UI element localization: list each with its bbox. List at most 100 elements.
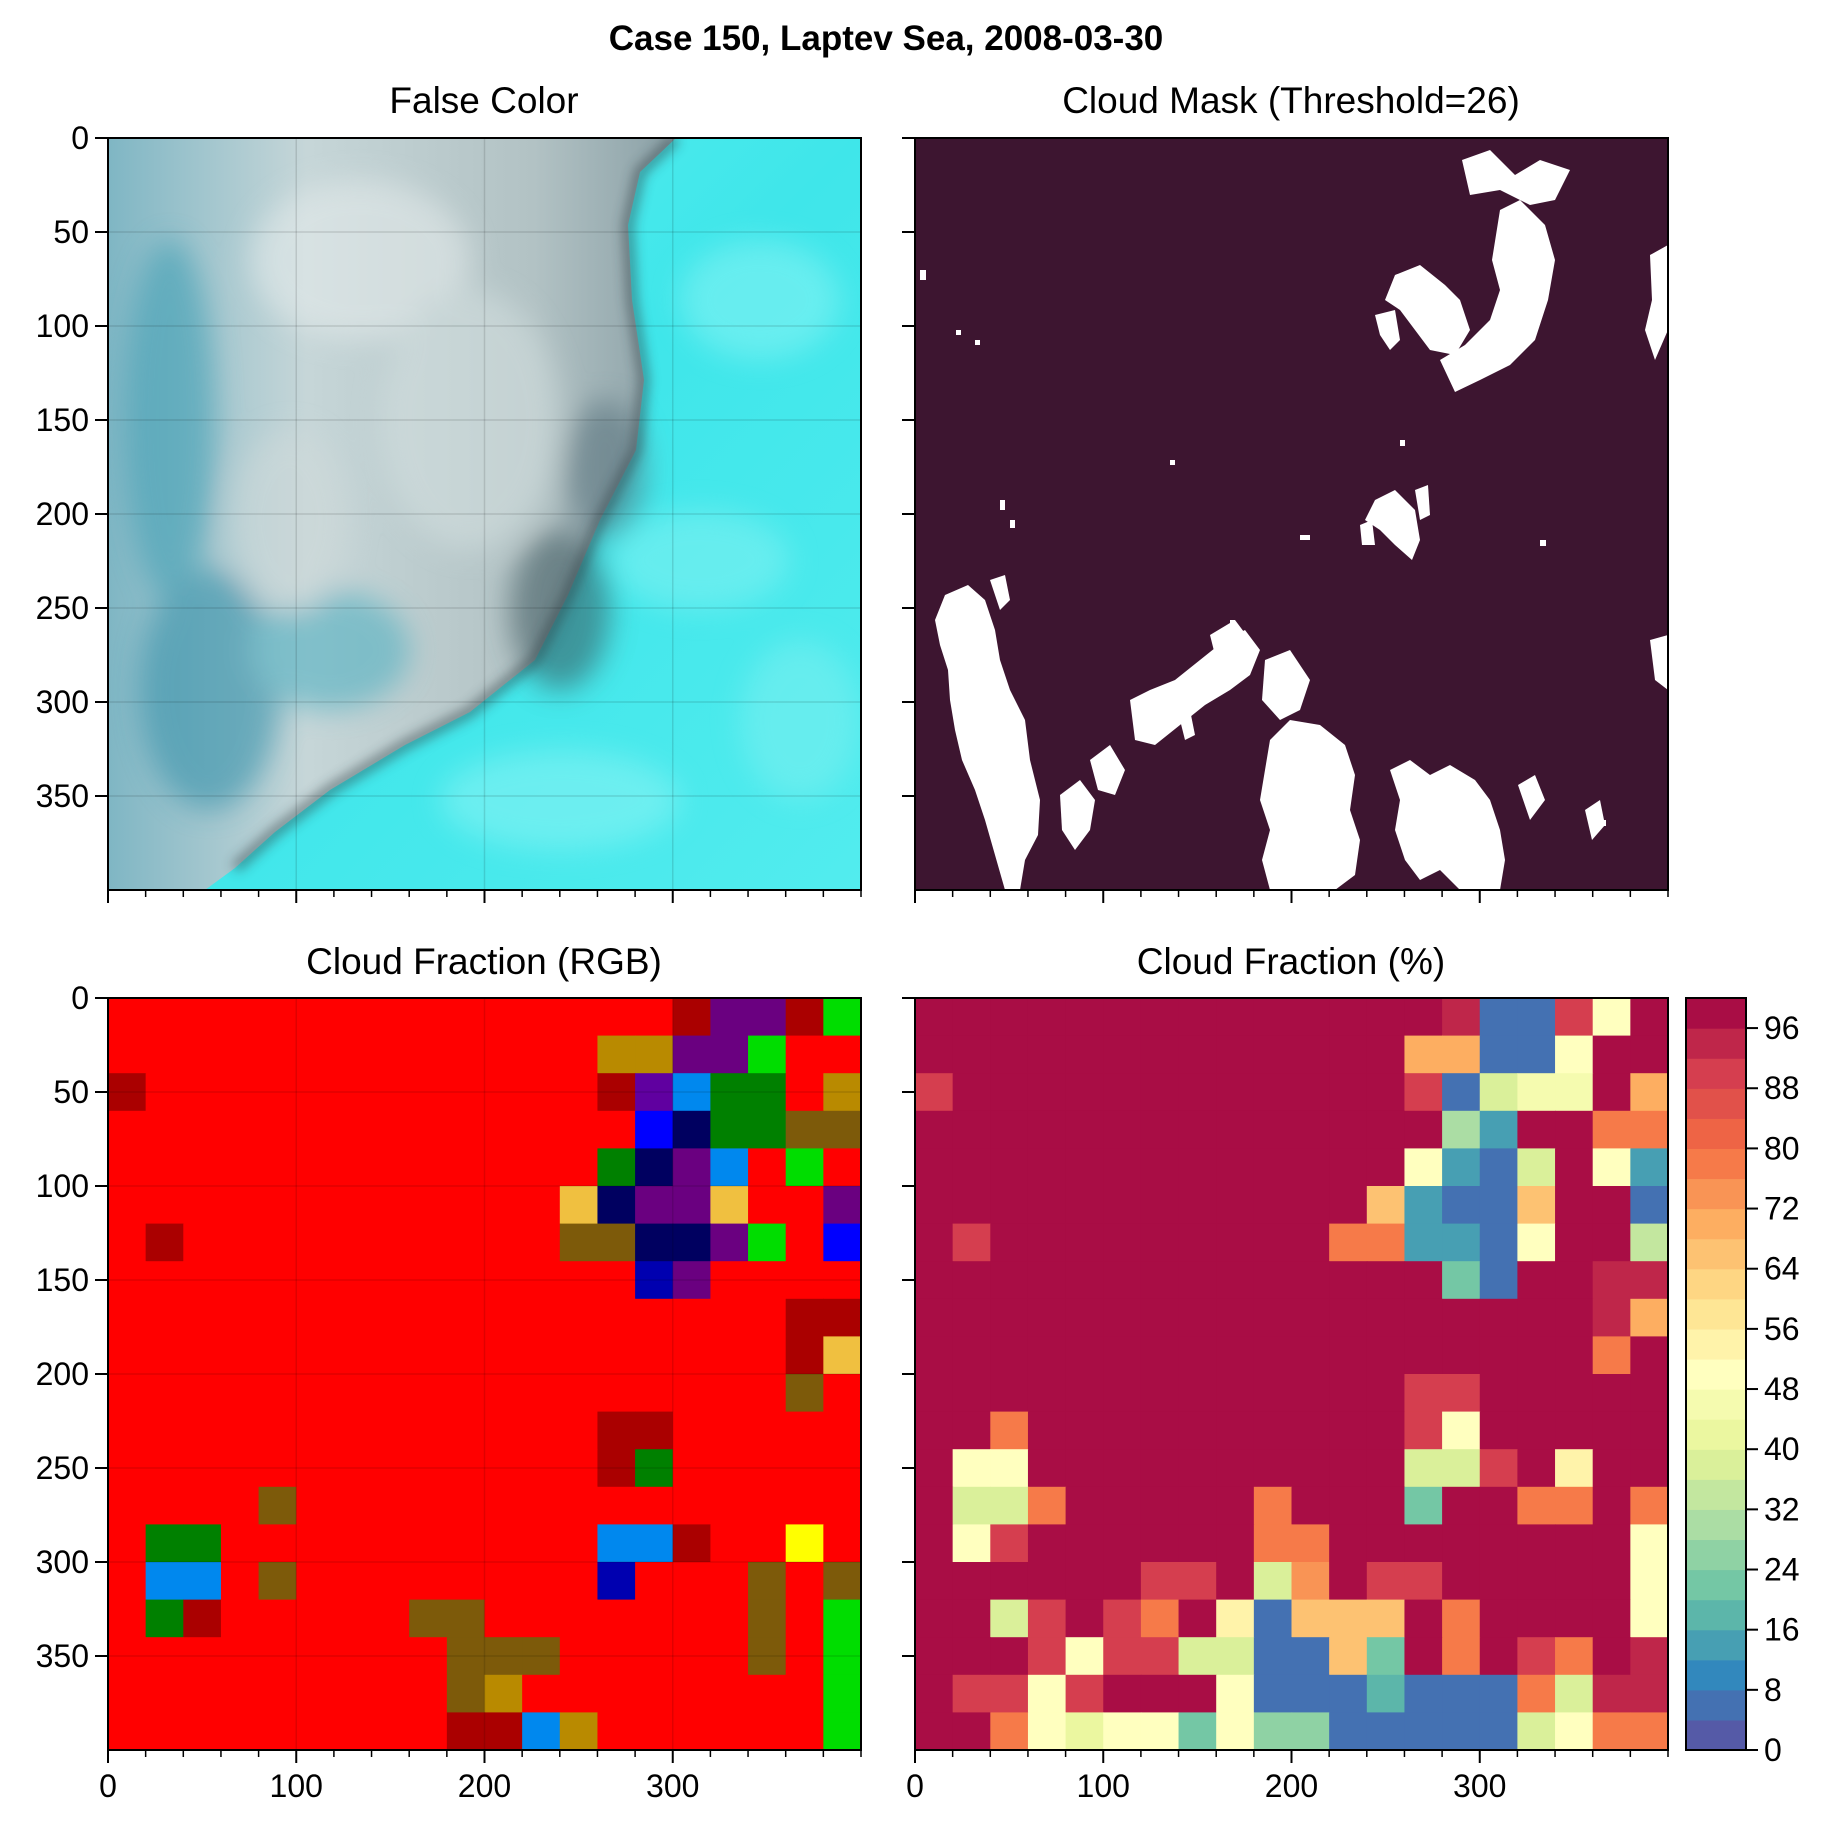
cloud-fraction-percent-cell [1555, 1599, 1594, 1638]
cloud-fraction-rgb-cell [597, 1374, 636, 1413]
cloud-fraction-percent-cell [1592, 1298, 1631, 1337]
cloud-fraction-rgb-cell [710, 1486, 749, 1525]
cloud-fraction-rgb-cell [559, 1261, 599, 1300]
cloud-fraction-rgb-cell [258, 1374, 297, 1413]
cloud-fraction-rgb-cell [635, 1298, 674, 1337]
cloud-fraction-rgb-cell [145, 1599, 184, 1638]
cloud-fraction-rgb-cells [108, 998, 862, 1751]
cloud-fraction-rgb-cell [220, 1261, 260, 1300]
cloud-fraction-percent-cell [915, 1524, 954, 1563]
cloud-fraction-rgb-cell [597, 1073, 636, 1112]
cloud-fraction-percent-cell [990, 1035, 1029, 1074]
cloud-fraction-rgb-cell [371, 1674, 410, 1713]
cloud-fraction-rgb-cell [183, 1223, 222, 1262]
cloud-fraction-rgb-cell [371, 1110, 410, 1149]
cloud-fraction-percent-cell [1178, 1524, 1217, 1563]
cloud-fraction-percent-cell [915, 1298, 954, 1337]
cloud-fraction-percent-cell [1291, 1148, 1330, 1187]
cloud-fraction-rgb-cell [108, 998, 147, 1037]
cloud-fraction-rgb-cell [296, 998, 335, 1037]
cloud-fraction-percent-cell [1517, 1223, 1556, 1262]
colorbar-tick-label: 8 [1764, 1672, 1782, 1708]
cloud-fraction-rgb-cell [672, 1486, 711, 1525]
cloud-fraction-rgb-cell [484, 1073, 523, 1112]
cloud-fraction-percent-cell [1404, 1298, 1443, 1337]
cloud-fraction-rgb-cell [785, 1449, 824, 1488]
cloud-fraction-percent-cell [952, 1336, 991, 1375]
cloud-fraction-rgb-cell [108, 1712, 147, 1751]
y-tick-label: 150 [36, 1262, 89, 1298]
cloud-fraction-percent-cell [1065, 1674, 1104, 1713]
cloud-fraction-percent-cell [1103, 1562, 1142, 1601]
cloud-fraction-percent-cell [990, 1599, 1029, 1638]
cloud-fraction-rgb-cell [446, 1186, 486, 1225]
cloud-fraction-percent-cell [952, 1674, 991, 1713]
cloud-fraction-rgb-cell [748, 1336, 787, 1375]
cloud-fraction-percent-cell [1178, 1298, 1217, 1337]
cloud-fraction-rgb-cell [333, 1486, 373, 1525]
cloud-fraction-percent-cell [1027, 1298, 1067, 1337]
cloud-fraction-percent-cell [915, 1674, 954, 1713]
cloud-fraction-rgb-cell [333, 1148, 373, 1187]
cloud-fraction-rgb-cell [597, 1336, 636, 1375]
cloud-fraction-percent-cell [1216, 1261, 1255, 1300]
cloud-fraction-rgb-cell [785, 1035, 824, 1074]
cloud-fraction-percent-cell [1592, 1336, 1631, 1375]
cloud-fraction-rgb-cell [597, 1223, 636, 1262]
cloud-fraction-percent-cell [1442, 998, 1481, 1037]
cloud-fraction-percent-cell [1140, 1449, 1180, 1488]
cloud-fraction-rgb-cell [145, 1524, 184, 1563]
x-tick-label: 100 [270, 1768, 323, 1804]
cloud-fraction-percent-cell [1253, 1411, 1293, 1450]
cloud-fraction-percent-cell [1479, 1073, 1518, 1112]
cloud-fraction-percent-cell [1027, 1674, 1067, 1713]
figure-suptitle: Case 150, Laptev Sea, 2008-03-30 [609, 19, 1164, 58]
cloud-fraction-percent-cell [1065, 1035, 1104, 1074]
cloud-fraction-rgb-cell [145, 1035, 184, 1074]
cloud-fraction-rgb-cell [559, 998, 599, 1037]
cloud-fraction-percent-cell [1329, 1298, 1368, 1337]
cloud-fraction-rgb-cell [108, 1411, 147, 1450]
cloud-fraction-rgb-cell [748, 1374, 787, 1413]
cloud-fraction-rgb-cell [748, 1261, 787, 1300]
cloud-fraction-percent-cell [1630, 1223, 1669, 1262]
cloud-fraction-rgb-cell [635, 1110, 674, 1149]
cloud-fraction-percent-cell [1140, 998, 1180, 1037]
cloud-fraction-rgb-cell [409, 1336, 448, 1375]
cloud-fraction-rgb-cell [409, 1261, 448, 1300]
cloud-fraction-rgb-cell [220, 1110, 260, 1149]
cloud-fraction-percent-cell [915, 1336, 954, 1375]
cloud-fraction-percent-cell [1065, 1562, 1104, 1601]
cloud-fraction-percent-cell [1366, 1411, 1406, 1450]
cloud-fraction-percent-cell [1027, 1599, 1067, 1638]
x-tick-label: 100 [1077, 1768, 1130, 1804]
cloud-fraction-rgb-cell [258, 1073, 297, 1112]
cloud-fraction-percent-cell [1216, 1449, 1255, 1488]
panel-false-color-title: False Color [389, 80, 578, 121]
cloud-fraction-rgb-cell [635, 1374, 674, 1413]
cloud-fraction-percent-cell [1517, 1486, 1556, 1525]
cloud-fraction-rgb-cell [672, 1524, 711, 1563]
cloud-fraction-percent-cell [1065, 1186, 1104, 1225]
cloud-fraction-rgb-cell [296, 1374, 335, 1413]
cloud-fraction-percent-cell [1592, 998, 1631, 1037]
cloud-fraction-rgb-cell [333, 1411, 373, 1450]
cloud-fraction-rgb-cell [823, 1261, 862, 1300]
cloud-fraction-rgb-cell [823, 1486, 862, 1525]
cloud-fraction-percent-cell [1517, 1073, 1556, 1112]
cloud-fraction-rgb-cell [785, 1674, 824, 1713]
cloud-fraction-percent-cell [1140, 1637, 1180, 1676]
cloud-fraction-percent-cell [1592, 1449, 1631, 1488]
cloud-fraction-rgb-cell [597, 1298, 636, 1337]
cloud-fraction-rgb-cell [672, 998, 711, 1037]
cloud-fraction-percent-cell [1027, 1110, 1067, 1149]
cloud-fraction-percent-cell [1630, 1449, 1669, 1488]
cloud-fraction-rgb-cell [371, 1637, 410, 1676]
cloud-fraction-rgb-cell [672, 1148, 711, 1187]
cloud-fraction-percent-cell [952, 1374, 991, 1413]
cloud-fraction-rgb-cell [672, 1562, 711, 1601]
cloud-fraction-rgb-cell [296, 1449, 335, 1488]
cloud-fraction-rgb-cell [710, 998, 749, 1037]
colorbar-tick-label: 80 [1764, 1130, 1800, 1166]
cloud-fraction-rgb-cell [710, 1035, 749, 1074]
